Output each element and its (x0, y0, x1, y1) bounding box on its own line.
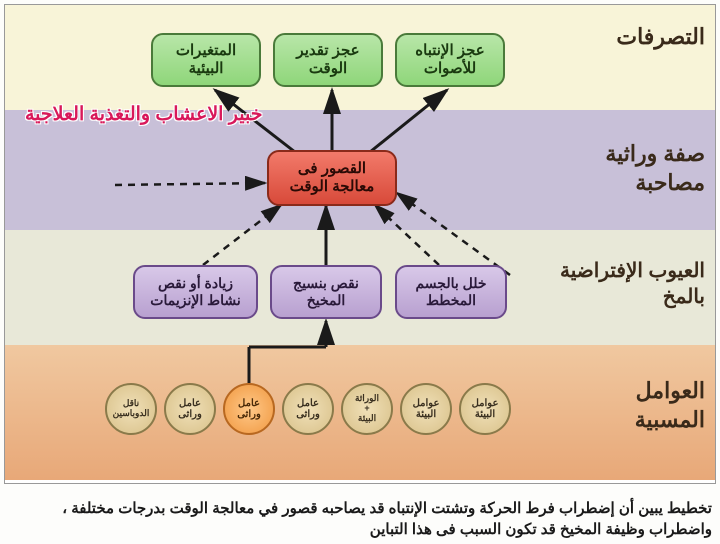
band-label-behaviors: التصرفات (616, 23, 705, 52)
band-label-defects: العيوب الإفتراضية بالمخ (560, 258, 705, 310)
band-label-genetic: صفة وراثية مصاحبة (605, 140, 705, 197)
node-env-variables: المتغيرات البيئية (151, 33, 261, 87)
node-enzyme-activity: زيادة أو نقص نشاط الإنزيمات (133, 265, 258, 319)
node-attention-deficit: عجز الإنتباه للأصوات (395, 33, 505, 87)
circle-dopamine-carrier: ناقل الدوباسين (105, 383, 157, 435)
diagram-container: التصرفات صفة وراثية مصاحبة العيوب الإفتر… (4, 4, 716, 484)
node-striatum-defect: خلل بالجسم المخطط (395, 265, 507, 319)
circle-heredity-env: الوراثة + البيئة (341, 383, 393, 435)
node-time-processing-deficit: القصور فى معالجة الوقت (267, 150, 397, 206)
circle-env-factors-1: عوامل البيئة (459, 383, 511, 435)
circle-genetic-factor-1: عامل وراثى (282, 383, 334, 435)
circle-env-factors-2: عوامل البيئة (400, 383, 452, 435)
circle-genetic-factor-3: عامل وراثى (164, 383, 216, 435)
band-label-causes: العوامل المسبية (635, 377, 705, 434)
node-time-deficit: عجز تقدير الوقت (273, 33, 383, 87)
circle-genetic-factor-2: عامل وراثى (223, 383, 275, 435)
caption-text: تخطيط يبين أن إضطراب فرط الحركة وتشتت ال… (8, 498, 712, 540)
watermark-text: خبير الاعشاب والتغذية العلاجية (25, 103, 262, 126)
node-cerebellum-tissue: نقص بنسيج المخيخ (270, 265, 382, 319)
